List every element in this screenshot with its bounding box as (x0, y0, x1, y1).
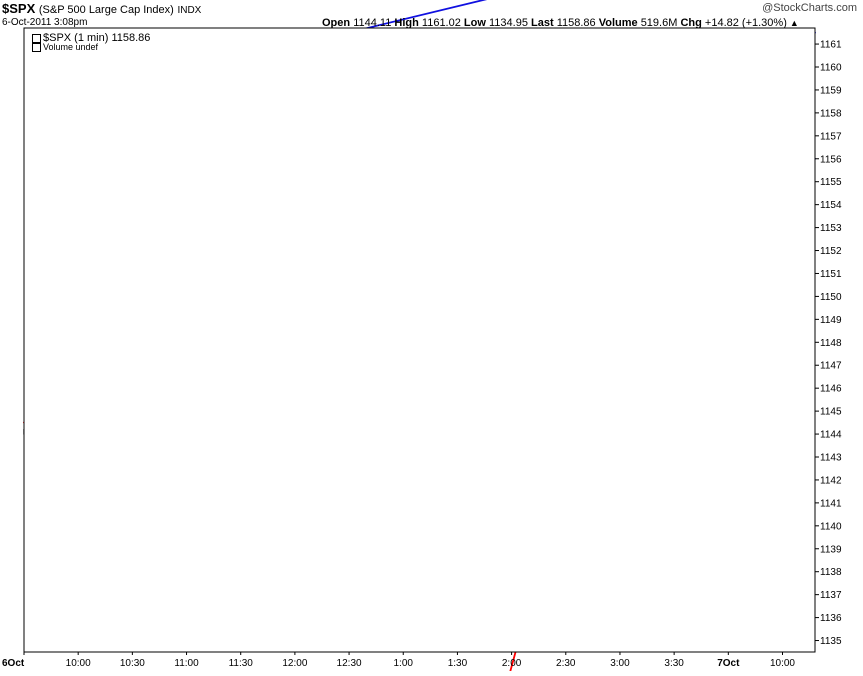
x-tick-label: 10:00 (770, 658, 795, 669)
x-tick-label: 7Oct (717, 658, 740, 669)
up-arrow-icon: ▲ (789, 18, 799, 28)
x-tick-label: 3:00 (610, 658, 630, 669)
x-tick-label: 11:00 (174, 658, 199, 669)
y-tick-label: 1148 (820, 338, 842, 349)
y-tick-label: 1146 (820, 384, 842, 395)
y-tick-label: 1137 (820, 590, 842, 601)
x-tick-label: 6Oct (2, 658, 25, 669)
legend-volume: Volume undef (32, 42, 99, 53)
open-label: Open (322, 17, 351, 29)
y-tick-label: 1149 (820, 315, 842, 326)
plot-frame (23, 27, 816, 653)
y-tick-label: 1136 (820, 613, 842, 624)
y-tick-label: 1161 (820, 40, 842, 51)
legend-volume-swatch (32, 43, 41, 53)
y-tick-label: 1154 (820, 200, 842, 211)
last-value: 1158.86 (556, 17, 596, 29)
y-tick-label: 1144 (820, 430, 842, 441)
x-tick-label: 3:30 (664, 658, 684, 669)
y-tick-label: 1143 (820, 453, 842, 464)
legend-volume-label: Volume undef (43, 42, 99, 52)
x-tick-label: 2:00 (502, 658, 522, 669)
y-tick-label: 1151 (820, 269, 842, 280)
legend-price-swatch (32, 33, 41, 43)
x-tick-label: 10:00 (66, 658, 91, 669)
y-tick-label: 1152 (820, 246, 842, 257)
y-tick-label: 1145 (820, 407, 842, 418)
watermark: @StockCharts.com (762, 2, 857, 14)
x-tick-label: 12:00 (282, 658, 307, 669)
symbol-name: (S&P 500 Large Cap Index) (38, 4, 174, 16)
chg-value: +14.82 (+1.30%) (704, 17, 787, 29)
legend-price-label: $SPX (1 min) 1158.86 (43, 32, 151, 44)
y-tick-label: 1139 (820, 544, 842, 555)
y-tick-label: 1138 (820, 567, 842, 578)
open-value: 1144.11 (353, 17, 392, 29)
x-tick-label: 12:30 (337, 658, 362, 669)
legend-price: $SPX (1 min) 1158.86 (32, 32, 150, 44)
x-tick-label: 10:30 (120, 658, 145, 669)
y-tick-label: 1147 (820, 361, 842, 372)
y-tick-label: 1160 (820, 63, 842, 74)
last-label: Last (531, 17, 554, 29)
x-tick-label: 2:30 (556, 658, 576, 669)
symbol-title: $SPX (S&P 500 Large Cap Index) INDX (2, 1, 201, 16)
y-tick-label: 1135 (820, 636, 842, 647)
quote-bar: Open 1144.11 High 1161.02 Low 1134.95 La… (322, 17, 799, 29)
x-tick-label: 1:30 (448, 658, 468, 669)
y-tick-label: 1153 (820, 223, 842, 234)
y-tick-label: 1150 (820, 292, 842, 303)
chg-label: Chg (680, 17, 702, 29)
exchange: INDX (177, 5, 202, 16)
y-tick-label: 1157 (820, 131, 842, 142)
y-tick-label: 1142 (820, 475, 842, 486)
low-value: 1134.95 (488, 17, 528, 29)
chart-date: 6-Oct-2011 3:08pm (2, 17, 88, 28)
x-tick-label: 1:00 (394, 658, 414, 669)
axes-layer: 1135 1136 1137 1138 1139 1140 1141 1142 1143 1144… (2, 27, 842, 669)
y-tick-label: 1156 (820, 154, 842, 165)
y-tick-label: 1141 (820, 498, 842, 509)
y-tick-label: 1140 (820, 521, 842, 532)
high-label: High (394, 17, 419, 29)
symbol: $SPX (2, 1, 36, 16)
y-tick-label: 1155 (820, 177, 842, 188)
high-value: 1161.02 (421, 17, 461, 29)
x-tick-label: 11:30 (229, 658, 254, 669)
low-label: Low (463, 17, 486, 29)
volume-label: Volume (598, 17, 638, 29)
y-tick-label: 1158 (820, 108, 842, 119)
volume-value: 519.6M (640, 17, 678, 29)
y-tick-label: 1159 (820, 85, 842, 96)
